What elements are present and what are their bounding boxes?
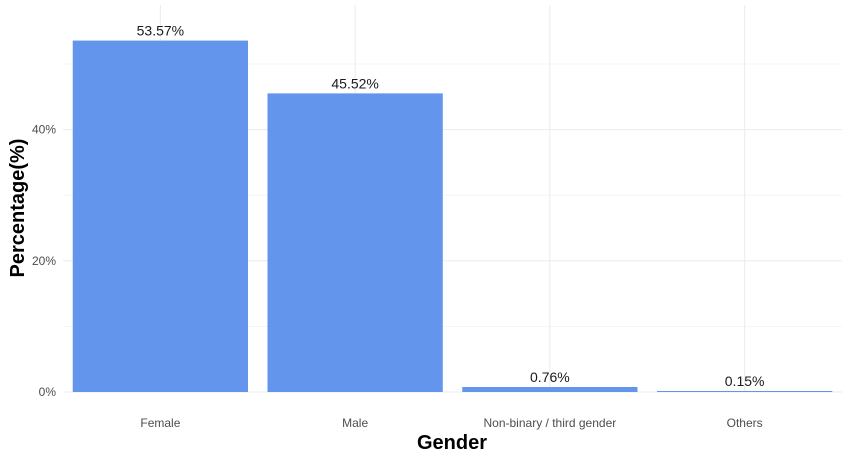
x-tick-label: Non-binary / third gender [484, 416, 617, 430]
data-label-4: 0.15% [725, 373, 765, 389]
data-label-2: 45.52% [331, 75, 378, 91]
bar-1 [72, 40, 249, 392]
bars [72, 40, 833, 393]
data-label-3: 0.76% [530, 369, 570, 385]
y-tick-label: 0% [39, 385, 57, 399]
x-axis-ticks: Female Male Non-binary / third gender Other… [140, 416, 762, 430]
bar-2 [267, 93, 443, 393]
x-tick-label: Female [140, 416, 180, 430]
data-label-1: 53.57% [137, 23, 184, 39]
y-tick-label: 40% [32, 123, 56, 137]
bar-4 [656, 391, 833, 392]
y-tick-label: 20% [32, 254, 56, 268]
data-labels: 53.57% 45.52% 0.76% 0.15% [137, 23, 765, 389]
y-axis-title: Percentage(%) [7, 139, 29, 278]
y-axis-ticks: 0% 20% 40% [32, 123, 56, 399]
x-tick-label: Others [727, 416, 763, 430]
x-tick-label: Male [342, 416, 368, 430]
x-axis-title: Gender [417, 432, 487, 454]
bar-3 [462, 387, 638, 392]
